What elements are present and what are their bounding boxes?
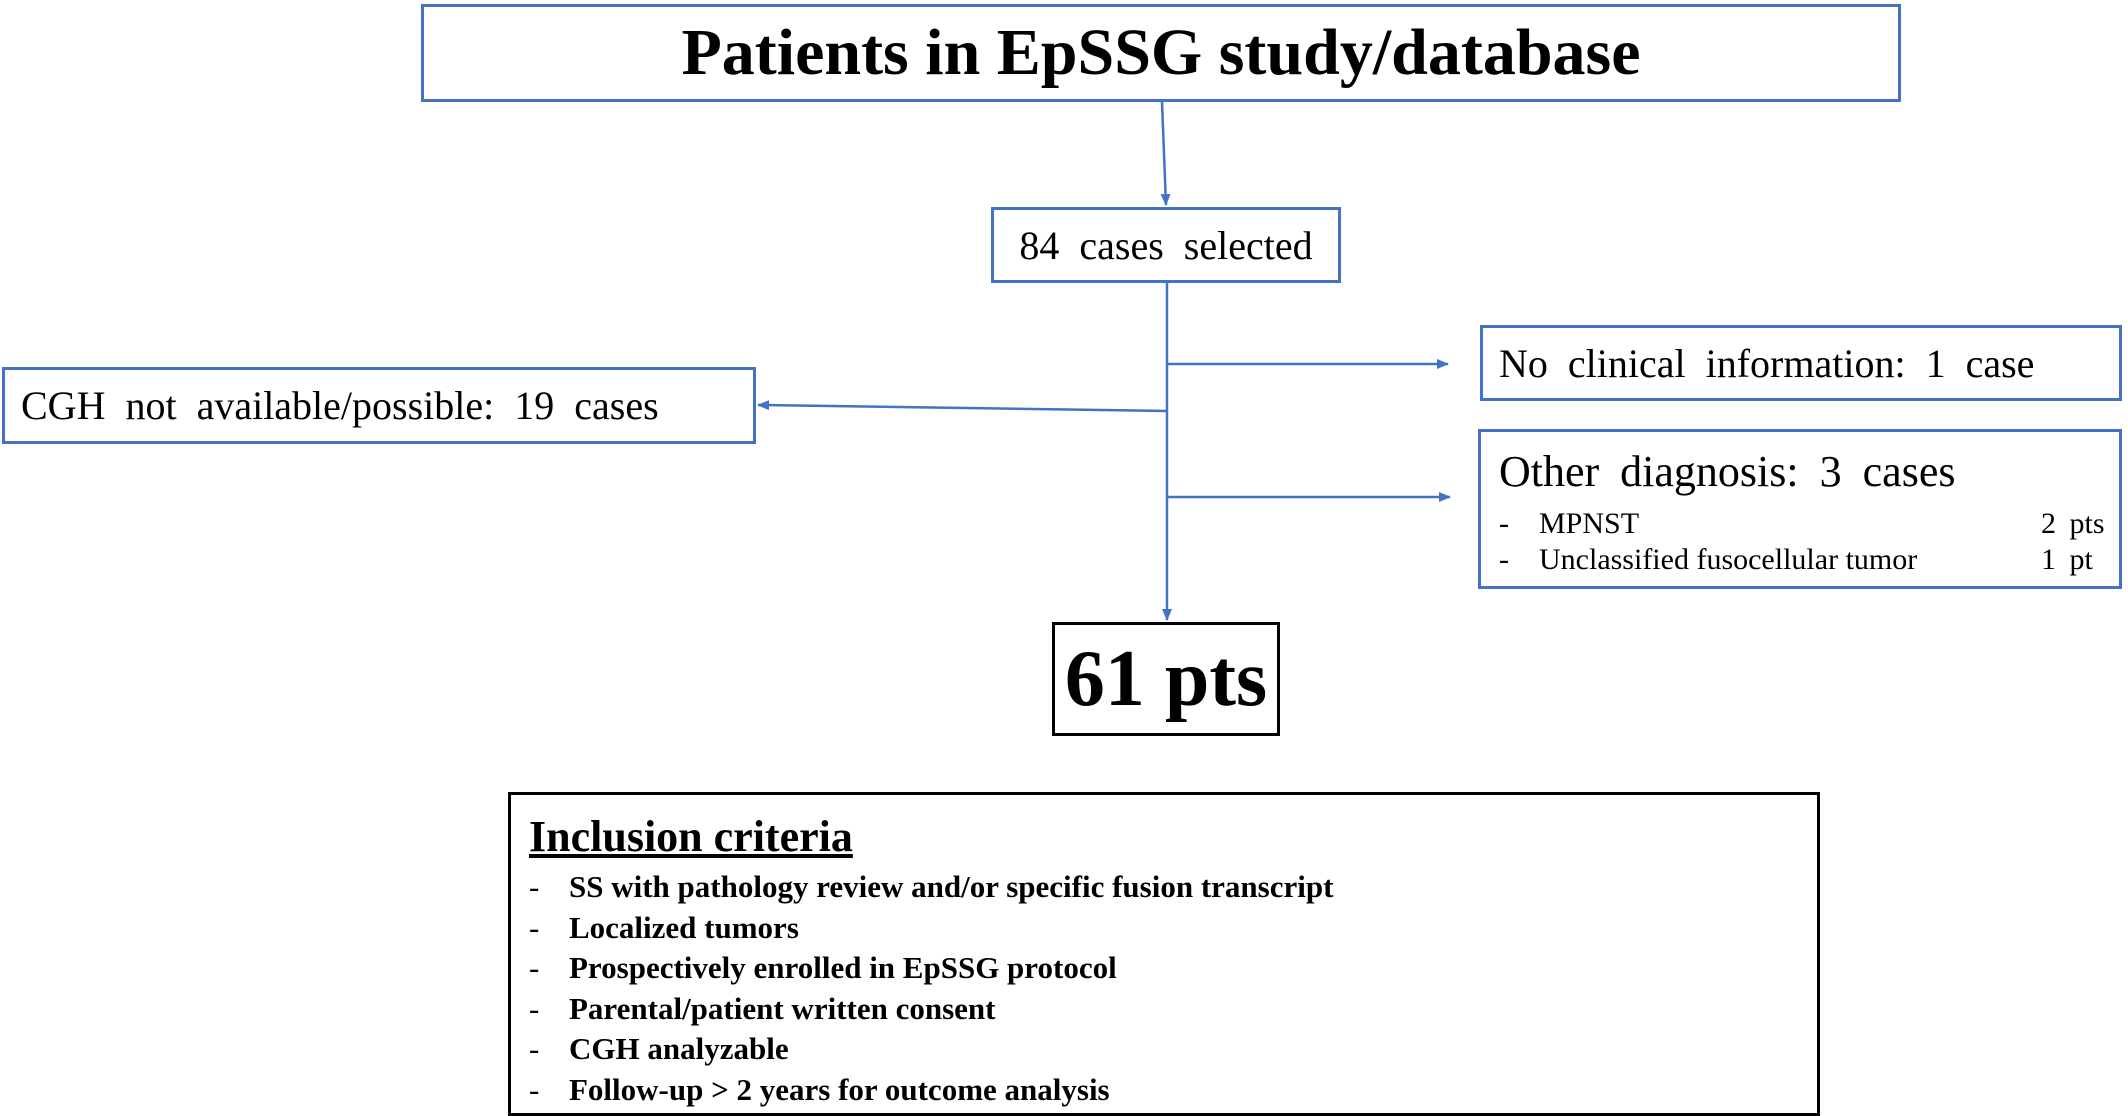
other-diagnosis-count: 2 pts xyxy=(2041,507,2105,540)
result-text: 61 pts xyxy=(1064,634,1268,723)
criterion-item: - SS with pathology review and/or specif… xyxy=(529,867,1817,908)
criterion-text: SS with pathology review and/or specific… xyxy=(569,869,1334,904)
cgh-excluded-text: CGH not available/possible: 19 cases xyxy=(21,383,659,428)
list-dash: - xyxy=(529,950,540,985)
result-box: 61 pts xyxy=(1052,622,1280,736)
criterion-item: - Prospectively enrolled in EpSSG protoc… xyxy=(529,948,1817,989)
other-diagnosis-label: Unclassified fusocellular tumor xyxy=(1539,543,1918,576)
title-box: Patients in EpSSG study/database xyxy=(421,4,1901,102)
list-dash: - xyxy=(1499,543,1509,576)
other-diagnosis-item: - Unclassified fusocellular tumor 1 pt xyxy=(1499,542,2119,578)
criterion-text: CGH analyzable xyxy=(569,1031,789,1066)
list-dash: - xyxy=(529,909,540,945)
inclusion-criteria-box: Inclusion criteria - SS with pathology r… xyxy=(508,792,1820,1116)
selected-cases-text: 84 cases selected xyxy=(1019,222,1313,268)
criterion-item: - CGH analyzable xyxy=(529,1029,1817,1070)
list-dash: - xyxy=(529,1071,540,1107)
criterion-item: - Follow-up > 2 years for outcome analys… xyxy=(529,1070,1817,1111)
cgh-excluded-box: CGH not available/possible: 19 cases xyxy=(2,367,756,444)
criterion-text: Localized tumors xyxy=(569,909,799,945)
other-diagnosis-title: Other diagnosis: 3 cases xyxy=(1499,447,1956,496)
criterion-text: Parental/patient written consent xyxy=(569,990,996,1026)
list-dash: - xyxy=(1499,507,1509,540)
other-diagnosis-count: 1 pt xyxy=(2041,543,2093,576)
other-diagnosis-box: Other diagnosis: 3 cases - MPNST 2 pts -… xyxy=(1478,429,2122,589)
inclusion-criteria-title: Inclusion criteria xyxy=(529,812,853,861)
no-clinical-info-text: No clinical information: 1 case xyxy=(1499,340,2035,386)
criterion-item: - Localized tumors xyxy=(529,908,1817,949)
other-diagnosis-item: - MPNST 2 pts xyxy=(1499,506,2119,542)
title-text: Patients in EpSSG study/database xyxy=(681,16,1641,89)
arrow-to-cgh-excluded xyxy=(757,400,1168,413)
no-clinical-info-box: No clinical information: 1 case xyxy=(1480,325,2122,401)
criterion-text: Follow-up > 2 years for outcome analysis xyxy=(569,1071,1110,1107)
list-dash: - xyxy=(529,990,540,1026)
criterion-text: Prospectively enrolled in EpSSG protocol xyxy=(569,950,1117,985)
arrow-title-to-selected xyxy=(1160,101,1171,206)
list-dash: - xyxy=(529,1031,540,1066)
other-diagnosis-label: MPNST xyxy=(1539,507,1640,540)
criterion-item: - Parental/patient written consent xyxy=(529,989,1817,1030)
selected-cases-box: 84 cases selected xyxy=(991,207,1341,283)
list-dash: - xyxy=(529,869,540,904)
